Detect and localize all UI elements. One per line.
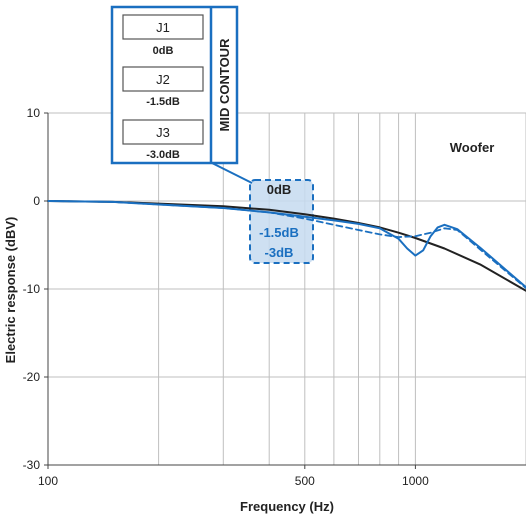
callout-label-0db: 0dB [267, 182, 292, 197]
mid-contour-title: MID CONTOUR [217, 38, 232, 132]
jumper-j1: J1 0dB [122, 14, 204, 57]
jumper-j2-value: -1.5dB [146, 96, 180, 108]
y-tick-label: -30 [23, 458, 41, 472]
y-tick-label: -10 [23, 282, 41, 296]
woofer-annotation: Woofer [450, 140, 495, 155]
y-tick-label: 0 [33, 194, 40, 208]
jumper-j1-value: 0dB [153, 45, 174, 57]
jumper-j2: J2 -1.5dB [122, 66, 204, 108]
series-lines [47, 200, 526, 292]
callout-connector [211, 162, 253, 184]
jumper-j1-box [122, 14, 204, 40]
jumper-j3-label: J3 [156, 125, 170, 140]
grid-lines [47, 112, 526, 465]
jumper-j2-box [122, 66, 204, 92]
y-tick-label: -20 [23, 370, 41, 384]
jumper-j2-label: J2 [156, 72, 170, 87]
x-tick-label: 500 [295, 474, 315, 488]
series-line-2 [47, 200, 526, 289]
jumper-j3: J3 -3.0dB [122, 119, 204, 161]
y-axis-title: Electric response (dBV) [3, 217, 18, 364]
y-tick-label: 10 [27, 106, 41, 120]
jumper-j3-box [122, 119, 204, 145]
jumper-j3-value: -3.0dB [146, 149, 180, 161]
callout-label-minus-1-5db: -1.5dB [259, 225, 299, 240]
x-tick-label: 1000 [402, 474, 429, 488]
callout-label-minus-3db: -3dB [265, 245, 294, 260]
x-tick-label: 100 [38, 474, 58, 488]
callout-region [249, 179, 314, 264]
x-axis-title: Frequency (Hz) [240, 499, 334, 514]
series-line-0 [47, 200, 526, 292]
jumper-j1-label: J1 [156, 20, 170, 35]
mid-contour-panel: MID CONTOUR J1 0dB J2 -1.5dB J3 -3.0dB [110, 5, 253, 184]
